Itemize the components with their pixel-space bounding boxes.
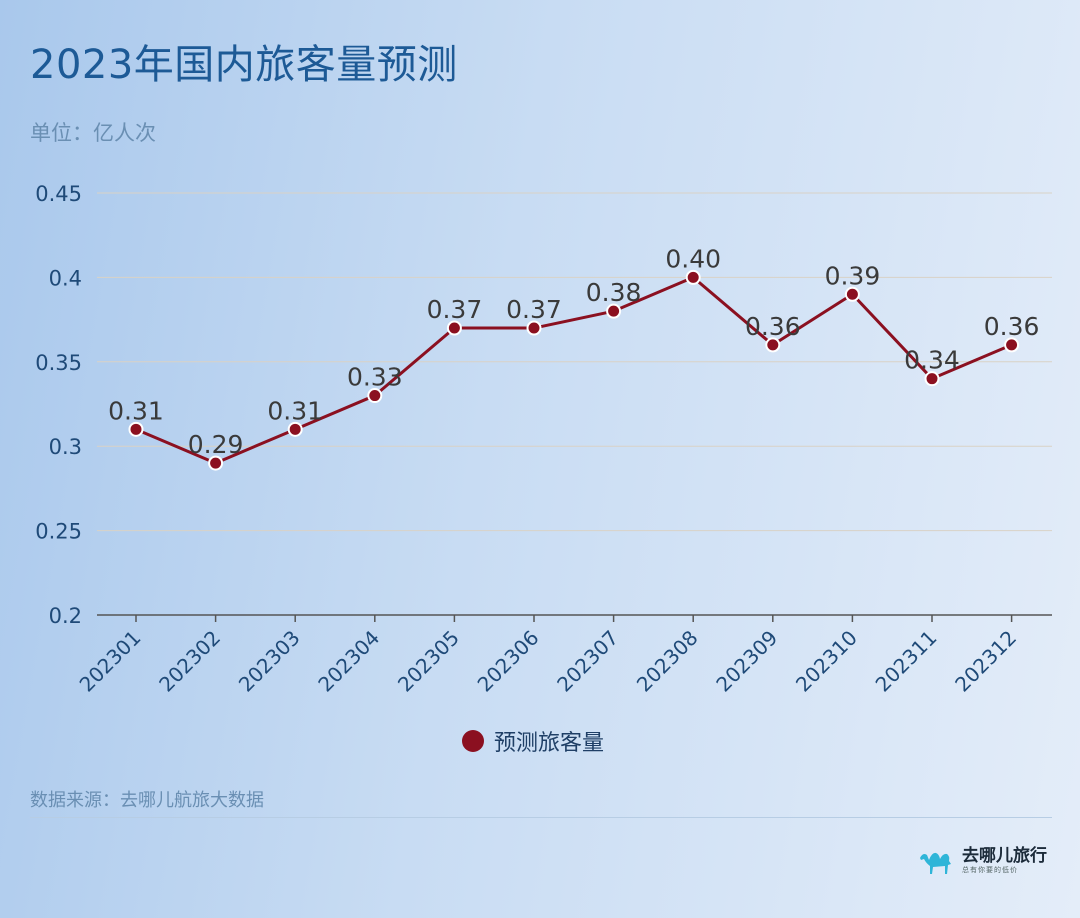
legend-marker (462, 730, 484, 752)
data-label: 0.39 (825, 261, 881, 290)
data-point (765, 337, 781, 353)
data-point (526, 320, 542, 336)
data-label: 0.37 (427, 295, 483, 324)
data-label: 0.38 (586, 278, 642, 307)
y-tick-label: 0.2 (49, 604, 82, 628)
logo-slogan: 总有你要的低价 (962, 866, 1018, 874)
x-tick-label: 202304 (313, 626, 384, 697)
x-tick-label: 202302 (154, 626, 225, 697)
chart-title: 2023年国内旅客量预测 (30, 42, 458, 88)
y-tick-label: 0.4 (49, 266, 82, 290)
y-tick-label: 0.3 (49, 435, 82, 459)
legend-label: 预测旅客量 (494, 731, 605, 756)
data-label: 0.37 (506, 295, 562, 324)
data-point (685, 269, 701, 285)
unit-label: 单位：亿人次 (30, 121, 156, 145)
data-point (924, 371, 940, 387)
x-tick-label: 202301 (75, 626, 146, 697)
data-label: 0.31 (267, 396, 323, 425)
data-label: 0.33 (347, 363, 403, 392)
x-tick-label: 202309 (711, 626, 782, 697)
source-note: 数据来源：去哪儿航旅大数据 (30, 790, 264, 811)
data-point (446, 320, 462, 336)
x-tick-label: 202306 (473, 626, 544, 697)
brand-logo: 去哪儿旅行 总有你要的低价 (918, 846, 1047, 876)
x-tick-label: 202308 (632, 626, 703, 697)
data-label: 0.36 (984, 312, 1040, 341)
y-tick-label: 0.45 (35, 182, 82, 206)
data-label: 0.34 (904, 346, 960, 375)
x-tick-label: 202303 (234, 626, 305, 697)
data-point (606, 303, 622, 319)
data-point (128, 421, 144, 437)
data-point (844, 286, 860, 302)
data-label: 0.31 (108, 396, 164, 425)
y-tick-label: 0.25 (35, 520, 82, 544)
x-tick-label: 202312 (950, 626, 1021, 697)
data-point (287, 421, 303, 437)
x-tick-label: 202311 (871, 626, 942, 697)
logo-name: 去哪儿旅行 (962, 846, 1047, 866)
data-label: 0.40 (665, 244, 721, 273)
data-point (208, 455, 224, 471)
data-label: 0.36 (745, 312, 801, 341)
x-tick-label: 202307 (552, 626, 623, 697)
x-tick-label: 202310 (791, 626, 862, 697)
data-point (367, 388, 383, 404)
data-point (1004, 337, 1020, 353)
camel-icon (920, 852, 951, 874)
legend: 预测旅客量 (462, 725, 604, 757)
divider (30, 817, 1052, 818)
series-line (135, 275, 1013, 465)
y-tick-label: 0.35 (35, 351, 82, 375)
data-label: 0.29 (188, 430, 244, 459)
x-tick-label: 202305 (393, 626, 464, 697)
